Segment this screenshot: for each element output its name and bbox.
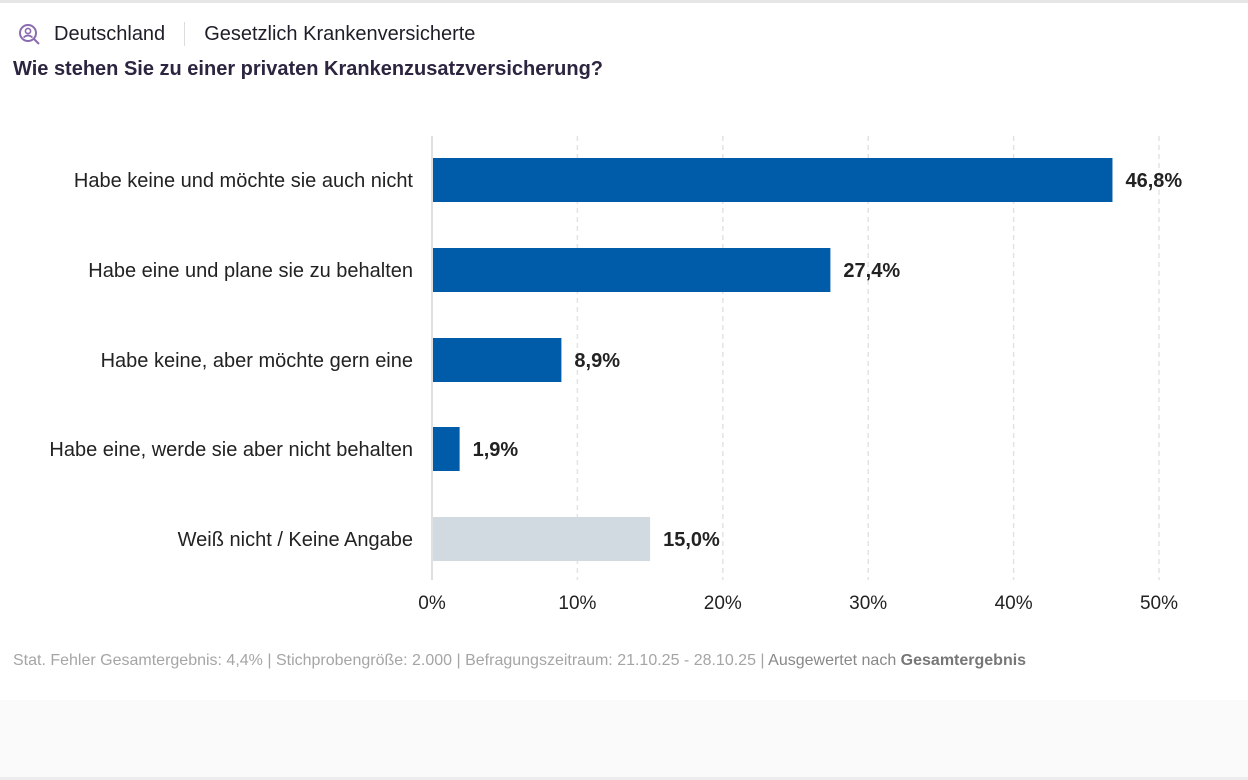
x-tick-label: 10% — [558, 593, 596, 614]
data-label: 8,9% — [574, 350, 620, 372]
divider — [184, 22, 186, 46]
bar — [433, 427, 460, 471]
category-label: Habe keine und möchte sie auch nicht — [74, 170, 414, 192]
x-tick-label: 40% — [995, 593, 1033, 614]
x-tick-label: 50% — [1140, 593, 1178, 614]
bar — [433, 338, 562, 382]
bar — [433, 248, 831, 292]
x-tick-label: 0% — [418, 593, 446, 614]
x-tick-label: 30% — [849, 593, 887, 614]
category-label: Weiß nicht / Keine Angabe — [178, 529, 413, 551]
bar-chart: 0% 10% 20% 30% 40% 50% Habe keine und möchte s… — [49, 136, 1182, 614]
data-label: 15,0% — [663, 529, 720, 551]
country-label: Deutschland — [54, 22, 166, 45]
top-border — [0, 0, 1248, 3]
evaluated-prefix: Ausgewertet nach — [768, 652, 897, 669]
x-tick-label: 20% — [704, 593, 742, 614]
data-label: 27,4% — [843, 260, 900, 282]
category-label: Habe keine, aber möchte gern eine — [101, 350, 413, 372]
stats-text: Stat. Fehler Gesamtergebnis: 4,4% | Stic… — [13, 652, 765, 669]
category-label: Habe eine, werde sie aber nicht behalten — [49, 439, 413, 461]
bottom-panel — [0, 700, 1248, 780]
question-title: Wie stehen Sie zu einer privaten Kranken… — [13, 58, 603, 80]
category-label: Habe eine und plane sie zu behalten — [88, 260, 413, 282]
evaluated-value: Gesamtergebnis — [900, 652, 1027, 669]
bar — [433, 517, 651, 561]
bar — [433, 158, 1113, 202]
data-label: 46,8% — [1125, 170, 1182, 192]
footer-stats: Stat. Fehler Gesamtergebnis: 4,4% | Stic… — [13, 652, 1026, 670]
data-label: 1,9% — [473, 439, 519, 461]
segment-label: Gesetzlich Krankenversicherte — [204, 22, 476, 45]
filter-header: Deutschland Gesetzlich Krankenversichert… — [18, 20, 475, 48]
user-search-icon — [19, 24, 40, 45]
